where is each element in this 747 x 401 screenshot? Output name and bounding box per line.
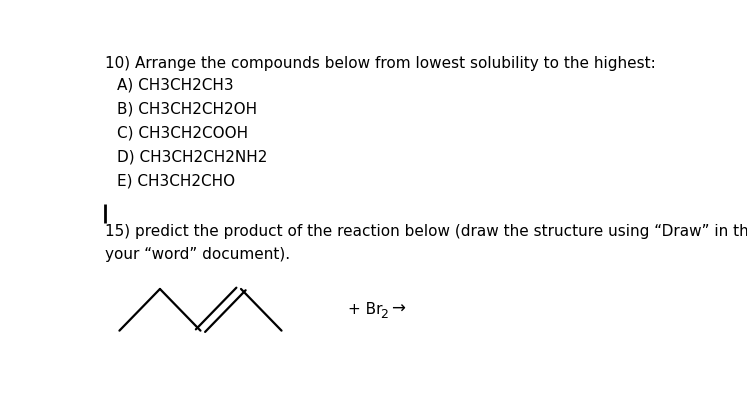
- Text: D) CH3CH2CH2NH2: D) CH3CH2CH2NH2: [117, 150, 267, 165]
- Text: →: →: [391, 300, 406, 318]
- Text: C) CH3CH2COOH: C) CH3CH2COOH: [117, 126, 248, 141]
- Text: + Br: + Br: [348, 302, 382, 316]
- Text: your “word” document).: your “word” document).: [105, 247, 290, 262]
- Text: 15) predict the product of the reaction below (draw the structure using “Draw” i: 15) predict the product of the reaction …: [105, 224, 747, 239]
- Text: B) CH3CH2CH2OH: B) CH3CH2CH2OH: [117, 101, 257, 117]
- Text: 2: 2: [380, 308, 388, 321]
- Text: A) CH3CH2CH3: A) CH3CH2CH3: [117, 77, 233, 93]
- Text: 10) Arrange the compounds below from lowest solubility to the highest:: 10) Arrange the compounds below from low…: [105, 56, 656, 71]
- Text: E) CH3CH2CHO: E) CH3CH2CHO: [117, 174, 235, 189]
